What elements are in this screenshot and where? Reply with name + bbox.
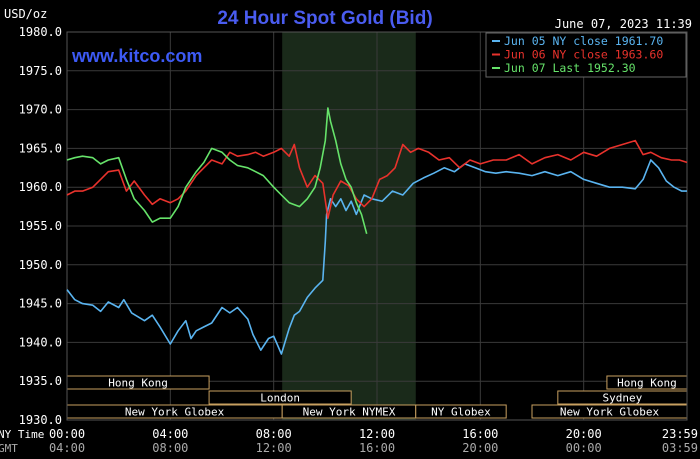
chart-datetime: June 07, 2023 11:39 (555, 17, 692, 31)
y-tick-label: 1935.0 (19, 374, 62, 388)
axes: 1980.0 1975.0 1970.0 1965.0 1960.0 1955.0 1950… (0, 25, 698, 455)
y-tick-label: 1965.0 (19, 141, 62, 155)
market-session-label: Hong Kong (108, 377, 168, 390)
series-lines (66, 107, 688, 355)
x-tick-label: 12:00 (256, 441, 292, 455)
y-tick-label: 1980.0 (19, 25, 62, 39)
y-unit-label: USD/oz (4, 7, 47, 21)
market-session-label: New York NYMEX (303, 406, 396, 419)
x-axis-row-label: GMT (0, 442, 18, 455)
market-session-label: Hong Kong (617, 377, 677, 390)
legend-entry: Jun 07 Last 1952.30 (504, 61, 636, 75)
series-line (66, 107, 368, 235)
x-tick-label: 16:00 (359, 441, 395, 455)
plot-frame (66, 31, 688, 421)
x-tick-label: 16:00 (462, 427, 498, 441)
x-tick-label: 00:00 (566, 441, 602, 455)
market-session-box (415, 404, 507, 419)
x-tick-label: 23:59 (662, 427, 698, 441)
x-tick-label: 08:00 (152, 441, 188, 455)
market-session-label: New York Globex (560, 406, 660, 419)
y-tick-label: 1945.0 (19, 297, 62, 311)
legend-box (485, 32, 687, 78)
market-session-label: New York Globex (125, 406, 225, 419)
market-session-box (208, 390, 352, 405)
y-tick-label: 1940.0 (19, 335, 62, 349)
x-tick-label: 00:00 (49, 427, 85, 441)
x-tick-label: 04:00 (49, 441, 85, 455)
y-tick-label: 1960.0 (19, 180, 62, 194)
x-axis-row-label: NY Time (0, 428, 44, 441)
y-tick-label: 1970.0 (19, 103, 62, 117)
chart-title: 24 Hour Spot Gold (Bid) (217, 8, 432, 29)
market-session-label: NY Globex (431, 406, 491, 419)
x-tick-label: 20:00 (566, 427, 602, 441)
watermark: www.kitco.com (71, 46, 202, 66)
series-line (66, 159, 687, 355)
y-tick-label: 1950.0 (19, 258, 62, 272)
x-tick-label: 04:00 (152, 427, 188, 441)
x-tick-label: 03:59 (662, 441, 698, 455)
market-session-label: Sydney (603, 392, 643, 405)
legend-entry: Jun 06 NY close 1963.60 (504, 48, 663, 62)
market-session-label: London (260, 392, 300, 405)
y-tick-label: 1955.0 (19, 219, 62, 233)
legend-entry: Jun 05 NY close 1961.70 (504, 34, 663, 48)
x-tick-label: 20:00 (462, 441, 498, 455)
x-tick-label: 12:00 (359, 427, 395, 441)
series-line (66, 139, 688, 219)
market-sessions: Hong Kong London New York Globex New York N… (66, 375, 688, 419)
y-tick-label: 1975.0 (19, 64, 62, 78)
x-tick-label: 08:00 (256, 427, 292, 441)
y-tick-label: 1930.0 (19, 413, 62, 427)
